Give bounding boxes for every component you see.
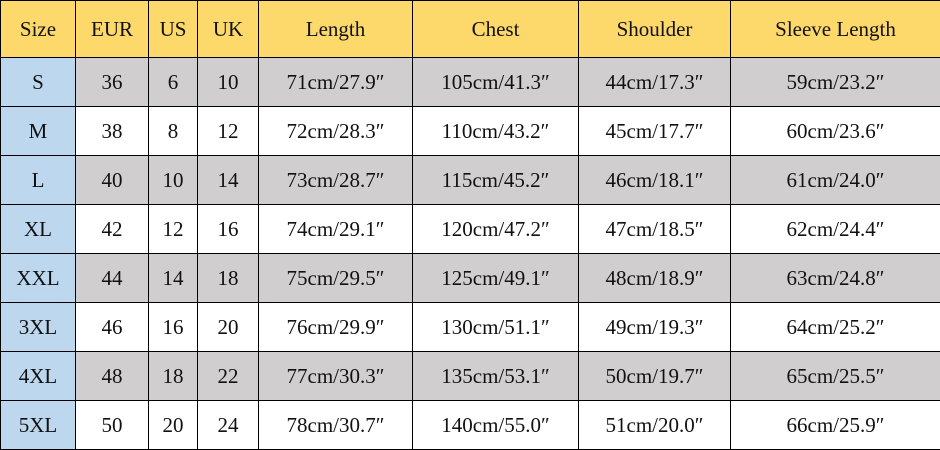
table-cell: 38	[76, 107, 149, 156]
size-cell: 4XL	[1, 352, 76, 401]
size-cell: L	[1, 156, 76, 205]
table-cell: 78cm/30.7″	[259, 401, 413, 450]
table-cell: 12	[149, 205, 198, 254]
table-cell: 51cm/20.0″	[579, 401, 731, 450]
table-cell: 49cm/19.3″	[579, 303, 731, 352]
table-cell: 20	[198, 303, 259, 352]
table-cell: 74cm/29.1″	[259, 205, 413, 254]
table-cell: 63cm/24.8″	[731, 254, 940, 303]
table-cell: 120cm/47.2″	[413, 205, 579, 254]
table-cell: 18	[198, 254, 259, 303]
table-cell: 14	[198, 156, 259, 205]
table-cell: 73cm/28.7″	[259, 156, 413, 205]
table-cell: 46	[76, 303, 149, 352]
size-cell: M	[1, 107, 76, 156]
table-cell: 14	[149, 254, 198, 303]
table-cell: 24	[198, 401, 259, 450]
table-cell: 48cm/18.9″	[579, 254, 731, 303]
table-cell: 140cm/55.0″	[413, 401, 579, 450]
table-cell: 42	[76, 205, 149, 254]
table-cell: 125cm/49.1″	[413, 254, 579, 303]
table-cell: 76cm/29.9″	[259, 303, 413, 352]
header-cell: Sleeve Length	[731, 1, 940, 58]
table-cell: 64cm/25.2″	[731, 303, 940, 352]
size-cell: XXL	[1, 254, 76, 303]
table-cell: 48	[76, 352, 149, 401]
table-cell: 36	[76, 58, 149, 107]
header-cell: Shoulder	[579, 1, 731, 58]
table-cell: 59cm/23.2″	[731, 58, 940, 107]
table-cell: 72cm/28.3″	[259, 107, 413, 156]
table-cell: 61cm/24.0″	[731, 156, 940, 205]
table-cell: 18	[149, 352, 198, 401]
size-cell: 3XL	[1, 303, 76, 352]
table-cell: 16	[149, 303, 198, 352]
table-cell: 47cm/18.5″	[579, 205, 731, 254]
table-cell: 50	[76, 401, 149, 450]
table-cell: 8	[149, 107, 198, 156]
table-cell: 110cm/43.2″	[413, 107, 579, 156]
header-cell: US	[149, 1, 198, 58]
size-cell: S	[1, 58, 76, 107]
table-cell: 60cm/23.6″	[731, 107, 940, 156]
table-cell: 40	[76, 156, 149, 205]
header-cell: Length	[259, 1, 413, 58]
table-cell: 6	[149, 58, 198, 107]
table-cell: 44cm/17.3″	[579, 58, 731, 107]
table-cell: 20	[149, 401, 198, 450]
header-cell: EUR	[76, 1, 149, 58]
table-cell: 10	[198, 58, 259, 107]
table-cell: 130cm/51.1″	[413, 303, 579, 352]
table-cell: 22	[198, 352, 259, 401]
table-cell: 75cm/29.5″	[259, 254, 413, 303]
table-cell: 115cm/45.2″	[413, 156, 579, 205]
table-cell: 44	[76, 254, 149, 303]
table-cell: 66cm/25.9″	[731, 401, 940, 450]
table-cell: 62cm/24.4″	[731, 205, 940, 254]
table-cell: 46cm/18.1″	[579, 156, 731, 205]
size-cell: XL	[1, 205, 76, 254]
table-cell: 45cm/17.7″	[579, 107, 731, 156]
size-cell: 5XL	[1, 401, 76, 450]
header-cell: Size	[1, 1, 76, 58]
table-cell: 65cm/25.5″	[731, 352, 940, 401]
table-cell: 105cm/41.3″	[413, 58, 579, 107]
table-cell: 135cm/53.1″	[413, 352, 579, 401]
table-cell: 16	[198, 205, 259, 254]
header-cell: UK	[198, 1, 259, 58]
header-cell: Chest	[413, 1, 579, 58]
table-cell: 10	[149, 156, 198, 205]
table-cell: 12	[198, 107, 259, 156]
table-cell: 77cm/30.3″	[259, 352, 413, 401]
table-cell: 71cm/27.9″	[259, 58, 413, 107]
table-cell: 50cm/19.7″	[579, 352, 731, 401]
